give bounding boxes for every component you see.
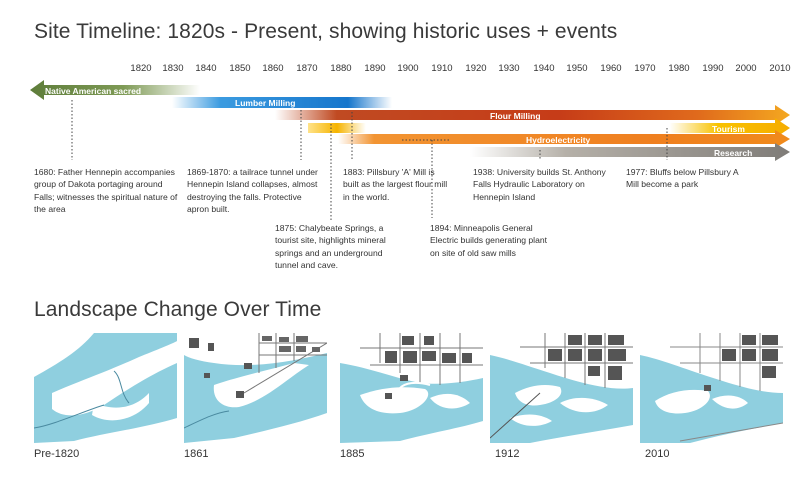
map-label-1912: 1912 <box>495 448 520 460</box>
year-tick: 1980 <box>668 63 690 74</box>
map-label-1885: 1885 <box>340 448 365 460</box>
map-1885 <box>340 333 483 443</box>
year-tick: 1820 <box>130 63 152 74</box>
tourism-bar <box>308 118 790 138</box>
timeline-bars <box>30 80 790 220</box>
year-tick: 1900 <box>397 63 419 74</box>
event-note-1680: 1680: Father Hennepin accompanies group … <box>34 167 178 215</box>
year-tick: 1920 <box>465 63 487 74</box>
event-note-1875: 1875: Chalybeate Springs, a tourist site… <box>275 223 386 271</box>
landscape-title: Landscape Change Over Time <box>34 298 322 321</box>
label-tourism: Tourism <box>712 124 745 134</box>
map-1861 <box>184 333 327 443</box>
timeline-title: Site Timeline: 1820s - Present, showing … <box>34 20 618 43</box>
map-1912 <box>490 333 633 443</box>
year-tick: 1840 <box>195 63 217 74</box>
label-hydroelectricity: Hydroelectricity <box>526 135 591 145</box>
map-label-1861: 1861 <box>184 448 209 460</box>
year-tick: 1950 <box>566 63 588 74</box>
year-tick: 1860 <box>262 63 284 74</box>
year-tick: 1890 <box>364 63 386 74</box>
map-2010 <box>640 333 783 443</box>
year-tick: 1990 <box>702 63 724 74</box>
year-tick: 1940 <box>533 63 555 74</box>
event-note-1869: 1869-1870: a tailrace tunnel under Henne… <box>187 167 318 215</box>
label-native-american: Native American sacred <box>45 86 142 96</box>
research-bar <box>470 143 790 161</box>
year-tick: 1970 <box>634 63 656 74</box>
label-research: Research <box>714 148 753 158</box>
year-tick: 2010 <box>769 63 791 74</box>
event-note-1894: 1894: Minneapolis General Electric build… <box>430 223 548 258</box>
flour-milling-bar <box>275 105 790 125</box>
native-american-bar <box>30 80 200 100</box>
event-note-1938: 1938: University builds St. Anthony Fall… <box>473 167 606 202</box>
map-label-pre-1820: Pre-1820 <box>34 448 80 460</box>
hydroelectricity-bar <box>338 130 790 148</box>
event-note-1883: 1883: Pillsbury 'A' Mill is built as the… <box>343 167 448 202</box>
year-tick: 2000 <box>735 63 757 74</box>
map-pre-1820 <box>34 333 177 443</box>
map-label-2010: 2010 <box>645 448 670 460</box>
year-tick: 1960 <box>600 63 622 74</box>
year-tick: 1880 <box>330 63 352 74</box>
year-tick: 1930 <box>498 63 520 74</box>
year-tick: 1830 <box>162 63 184 74</box>
lumber-milling-bar <box>172 97 392 108</box>
label-flour-milling: Flour Milling <box>490 111 541 121</box>
event-note-1977: 1977: Bluffs below Pillsbury A Mill beco… <box>626 167 739 190</box>
label-lumber-milling: Lumber Milling <box>235 98 296 108</box>
year-tick: 1850 <box>229 63 251 74</box>
year-tick: 1910 <box>431 63 453 74</box>
year-tick: 1870 <box>296 63 318 74</box>
